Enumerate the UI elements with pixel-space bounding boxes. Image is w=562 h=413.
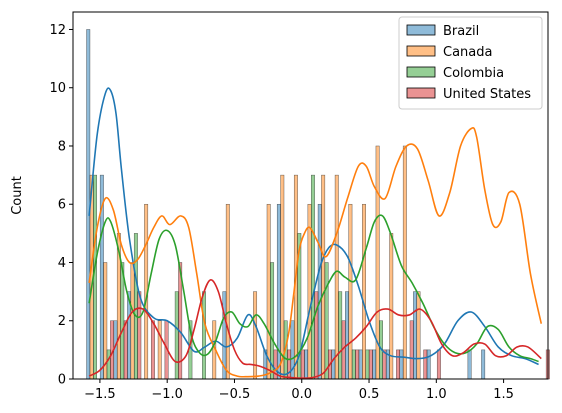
bar: [314, 291, 319, 380]
x-tick-label: −1.5: [84, 387, 116, 402]
bar: [372, 349, 377, 380]
bar: [150, 320, 155, 380]
legend-item-colombia: Colombia: [406, 66, 504, 81]
legend-box: [398, 16, 543, 110]
x-tick-label: 0.0: [291, 387, 312, 402]
kde-line-united-states: [88, 279, 542, 379]
legend-label: Colombia: [443, 66, 504, 81]
bar: [120, 262, 125, 380]
bar: [351, 349, 356, 380]
y-axis-label: Count: [10, 176, 25, 215]
bar: [287, 349, 292, 380]
bar: [402, 145, 407, 380]
legend-item-brazil: Brazil: [406, 24, 479, 39]
bar: [345, 291, 349, 380]
legend-label: Brazil: [443, 24, 479, 39]
legend-item-canada: Canada: [406, 45, 492, 60]
y-tick-label: 10: [49, 81, 66, 96]
legend-swatch: [406, 45, 436, 57]
kde-line-canada: [88, 127, 543, 378]
plot-frame: [72, 11, 549, 380]
y-tick-label: 0: [58, 373, 66, 388]
bar: [362, 203, 366, 380]
bar: [157, 320, 162, 380]
bar: [324, 262, 329, 380]
y-tick-label: 4: [58, 256, 66, 271]
bar: [202, 291, 206, 380]
x-tick-label: 1.5: [493, 387, 514, 402]
legend-label: Canada: [443, 45, 492, 60]
y-tick-label: 2: [58, 314, 66, 329]
legend: Brazil Canada Colombia United States: [398, 16, 543, 110]
kde-layer: [88, 87, 543, 379]
bar: [317, 203, 322, 380]
bar: [481, 349, 486, 380]
bar: [358, 349, 363, 380]
legend-swatch: [406, 66, 436, 78]
bar: [133, 233, 138, 380]
bar: [426, 349, 431, 380]
x-axis: −1.5 −1.0 −0.5 0.0 0.5 1.0 1.5: [84, 379, 514, 402]
y-axis: 0 2 4 6 8 10 12: [49, 23, 73, 388]
bar: [123, 320, 128, 380]
bar: [106, 349, 111, 380]
bar: [348, 203, 353, 380]
bar: [436, 349, 441, 380]
legend-item-united-states: United States: [406, 87, 531, 102]
bar: [304, 349, 309, 380]
bar: [368, 349, 373, 380]
y-tick-label: 12: [49, 23, 66, 38]
bar: [355, 349, 360, 380]
legend-label: United States: [443, 87, 531, 102]
bar: [467, 349, 472, 380]
bar: [409, 320, 414, 380]
legend-swatch: [406, 24, 436, 36]
x-tick-label: −1.0: [151, 387, 183, 402]
bar: [310, 174, 315, 380]
bar: [423, 349, 428, 380]
bar: [174, 291, 179, 380]
bar: [396, 349, 401, 380]
bar: [270, 262, 275, 380]
bars-layer: [86, 29, 550, 380]
bar: [280, 174, 285, 380]
bar: [334, 174, 339, 380]
bar: [307, 203, 312, 380]
bar: [137, 291, 142, 380]
y-tick-label: 8: [58, 139, 66, 154]
bar: [413, 291, 418, 380]
kde-line-colombia: [88, 214, 539, 363]
y-tick-label: 6: [58, 198, 66, 213]
x-tick-label: 0.5: [359, 387, 380, 402]
legend-swatch: [406, 87, 436, 99]
bar: [389, 233, 394, 380]
x-tick-label: −0.5: [219, 387, 251, 402]
bar: [399, 349, 404, 380]
x-tick-label: 1.0: [426, 387, 447, 402]
bar: [321, 174, 326, 380]
bar: [365, 349, 370, 380]
bar: [225, 203, 230, 380]
bar: [130, 262, 135, 380]
series-colombia-bars: [93, 174, 383, 380]
bar: [382, 349, 387, 380]
bar: [266, 203, 271, 380]
bar: [416, 291, 421, 380]
bar: [300, 349, 305, 380]
bar: [331, 349, 336, 380]
bar: [338, 291, 343, 380]
series-canada-bars: [89, 145, 421, 380]
